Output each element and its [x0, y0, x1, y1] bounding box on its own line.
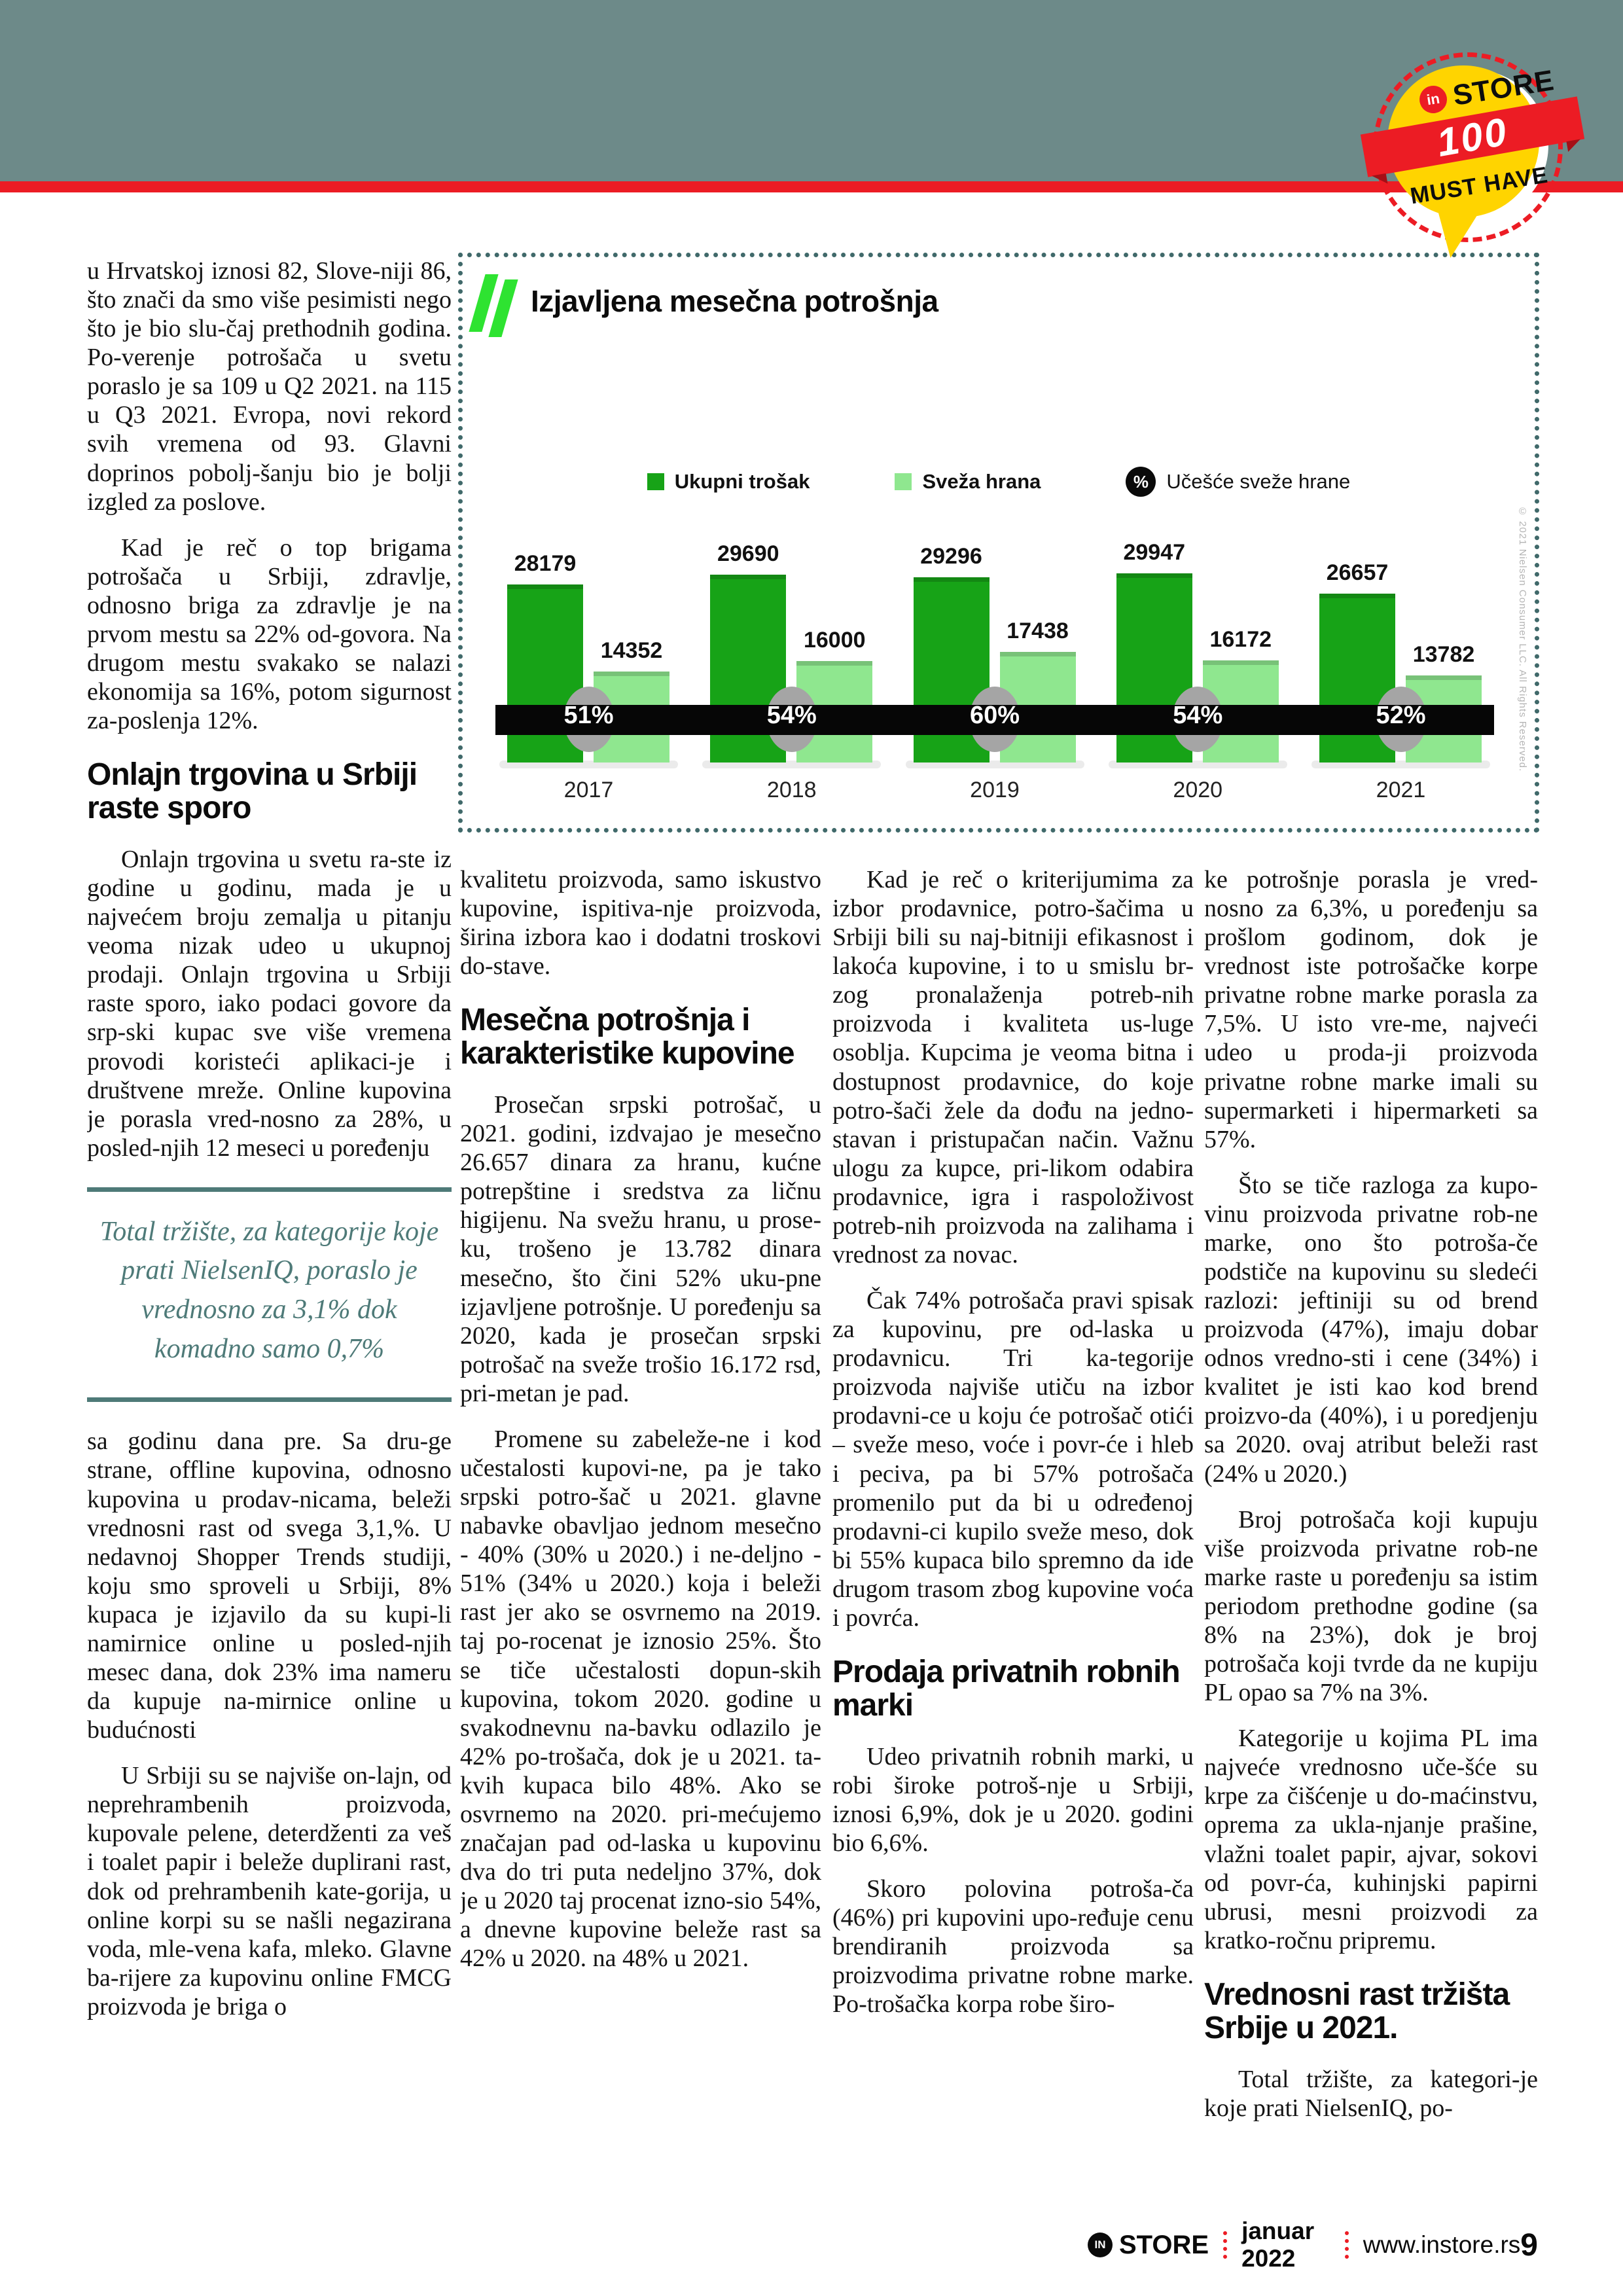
footer-divider-icon [1223, 2231, 1228, 2259]
article-column-3: Kad je reč o kriterijumima za izbor prod… [832, 865, 1194, 2233]
share-label: 54% [766, 702, 817, 729]
section-heading-online-trade: Onlajn trgovina u Srbiji raste sporo [87, 757, 418, 826]
share-label: 52% [1376, 702, 1426, 729]
bar-value-fresh: 13782 [1412, 642, 1475, 667]
paragraph: Total tržište, za kategori-je koje prati… [1204, 2065, 1538, 2122]
bar-value-total: 28179 [514, 551, 577, 576]
instore-100-must-have-badge: in STORE 100 MUST HAVE [1360, 13, 1586, 262]
bar-base-shadow [702, 761, 882, 768]
monthly-spending-chart: Izjavljena mesečna potrošnja Ukupni troš… [458, 253, 1539, 833]
footer-store-text: STORE [1119, 2230, 1209, 2259]
paragraph: ke potrošnje porasla je vred-nosno za 6,… [1204, 866, 1538, 1153]
year-label: 2017 [563, 778, 614, 802]
year-label: 2020 [1173, 778, 1223, 802]
article-column-2: kvalitetu proizvoda, samo iskustvo kupov… [460, 865, 821, 2233]
section-heading-monthly-spending: Mesečna potrošnja i karakteristike kupov… [460, 1003, 795, 1071]
in-logo-icon: in [1417, 83, 1450, 115]
legend-item-total: Ukupni trošak [647, 470, 810, 493]
bar-value-fresh: 17438 [1007, 619, 1069, 643]
legend-item-share: % Učešće sveže hrane [1126, 467, 1350, 497]
year-label: 2021 [1376, 778, 1426, 802]
pull-quote: Total tržište, za kategorije koje prati … [87, 1187, 452, 1403]
bar-value-fresh: 16172 [1209, 627, 1272, 652]
bar-base-shadow [1108, 761, 1287, 768]
chart-plot: 28179 14352 51% 2017 29690 16000 54% 2018 29296 1… [495, 540, 1494, 802]
legend-swatch-total [647, 473, 664, 490]
share-label: 60% [969, 702, 1020, 729]
chart-legend: Ukupni trošak Sveža hrana % Učešće sveže… [463, 467, 1535, 497]
paragraph: sa godinu dana pre. Sa dru-ge strane, of… [87, 1427, 452, 1744]
footer-date: januar 2022 [1241, 2217, 1315, 2272]
paragraph: Što se tiče razloga za kupo-vinu proizvo… [1204, 1171, 1538, 1488]
article-column-left: u Hrvatskoj iznosi 82, Slove-niji 86, št… [87, 257, 452, 2230]
bar-value-total: 29947 [1123, 540, 1186, 565]
paragraph: Skoro polovina potroša-ča (46%) pri kupo… [832, 1875, 1194, 2018]
legend-label-total: Ukupni trošak [674, 470, 810, 493]
paragraph: Kad je reč o kriterijumima za izbor prod… [832, 866, 1194, 1269]
bar-base-shadow [1311, 761, 1490, 768]
paragraph: Udeo privatnih robnih marki, u robi širo… [832, 1742, 1194, 1857]
share-label: 54% [1173, 702, 1223, 729]
bar-value-fresh: 14352 [600, 638, 663, 663]
paragraph: Kategorije u kojima PL ima najveće vredn… [1204, 1725, 1538, 1954]
green-slash-icon [469, 274, 518, 340]
page-footer: IN STORE januar 2022 www.instore.rs 9 [1088, 2217, 1538, 2272]
legend-swatch-fresh [895, 473, 912, 490]
bar-base-shadow [499, 761, 678, 768]
section-heading-value-growth: Vrednosni rast tržišta Srbije u 2021. [1204, 1977, 1510, 2045]
in-logo-icon: IN [1088, 2233, 1113, 2257]
share-label: 51% [563, 702, 614, 729]
page-number: 9 [1520, 2227, 1538, 2263]
paragraph: u Hrvatskoj iznosi 82, Slove-niji 86, št… [87, 257, 452, 516]
footer-divider-icon [1344, 2231, 1349, 2259]
chart-title-row: Izjavljena mesečna potrošnja [469, 274, 938, 340]
chart-title: Izjavljena mesečna potrošnja [531, 284, 938, 318]
bar-value-fresh: 16000 [803, 628, 866, 653]
header-color-band [0, 0, 1623, 181]
bar-base-shadow [905, 761, 1084, 768]
legend-label-fresh: Sveža hrana [922, 470, 1041, 493]
chart-source-note: © 2021 Nielsen Consumer LLC. All Rights … [1517, 506, 1528, 772]
paragraph: Prosečan srpski potrošač, u 2021. godini… [460, 1091, 821, 1407]
year-label: 2018 [766, 778, 817, 802]
paragraph: U Srbiji su se najviše on-lajn, od nepre… [87, 1762, 452, 2020]
legend-item-fresh: Sveža hrana [895, 470, 1041, 493]
year-label: 2019 [970, 778, 1020, 802]
legend-label-share: Učešće sveže hrane [1166, 470, 1351, 493]
bar-value-total: 29690 [717, 541, 779, 566]
bar-value-total: 29296 [920, 544, 982, 569]
paragraph: Čak 74% potrošača pravi spisak za kupovi… [832, 1287, 1194, 1632]
footer-website: www.instore.rs [1363, 2231, 1521, 2258]
article-column-4: ke potrošnje porasla je vred-nosno za 6,… [1204, 865, 1538, 2233]
paragraph: kvalitetu proizvoda, samo iskustvo kupov… [460, 866, 821, 980]
paragraph: Kad je reč o top brigama potrošača u Srb… [87, 533, 452, 735]
paragraph: Promene su zabeleže-ne i kod učestalosti… [460, 1425, 821, 1973]
percent-band [495, 705, 1494, 735]
section-heading-private-label: Prodaja privatnih robnih marki [832, 1655, 1181, 1723]
paragraph: Broj potrošača koji kupuju više proizvod… [1204, 1505, 1538, 1707]
header-red-stripe [0, 181, 1623, 192]
paragraph: Onlajn trgovina u svetu ra-ste iz godine… [87, 846, 452, 1162]
percent-icon: % [1126, 467, 1156, 497]
bar-value-total: 26657 [1326, 560, 1389, 585]
